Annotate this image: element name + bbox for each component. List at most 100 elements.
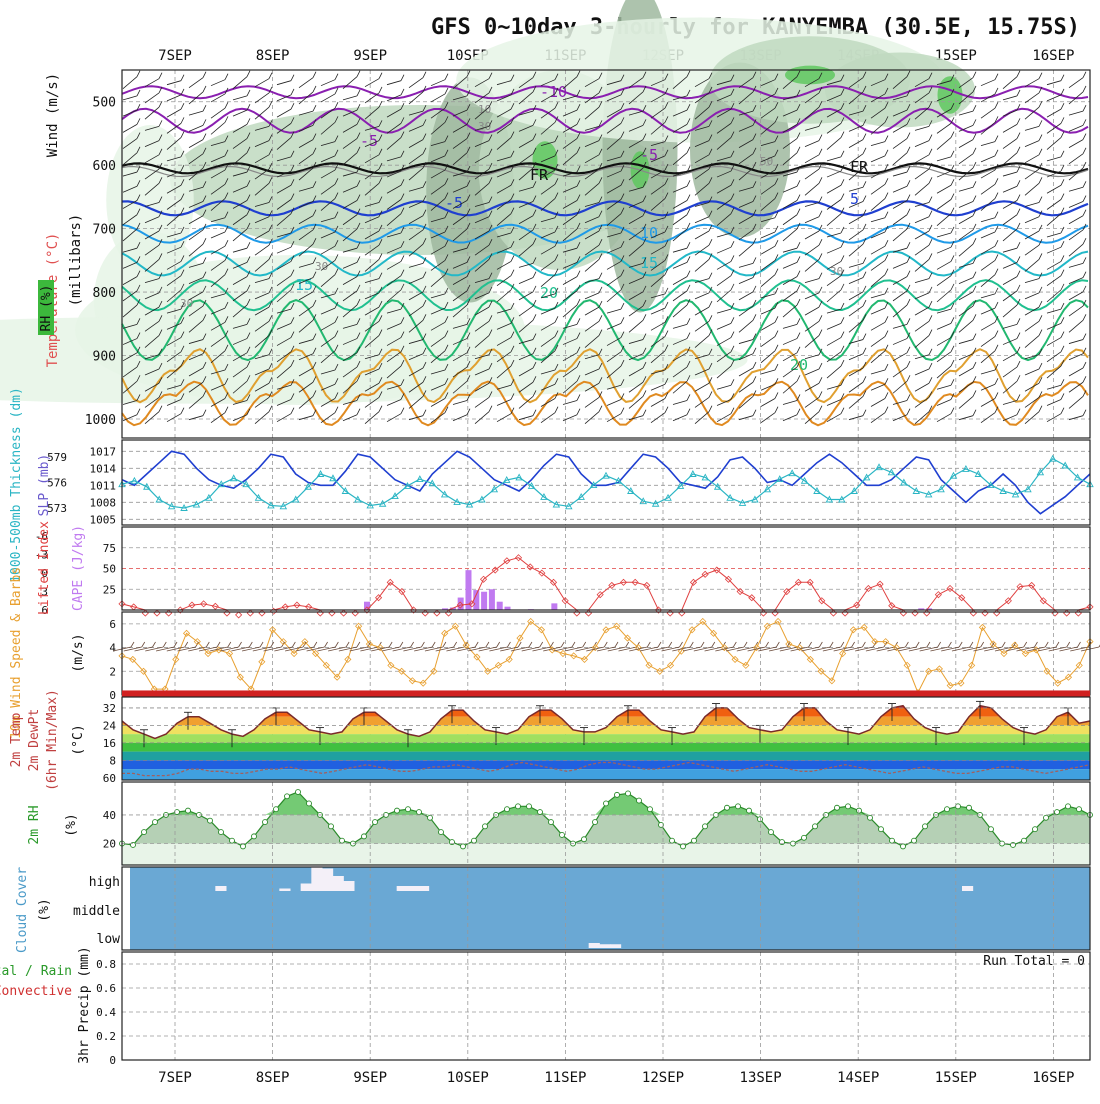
- wind-barb: [444, 211, 449, 218]
- wind-barb: [496, 108, 512, 118]
- wind-barb: [136, 118, 141, 125]
- wind-barb: [320, 93, 336, 103]
- wind-barb: [892, 262, 908, 269]
- wind-barb: [334, 225, 339, 233]
- lifted-index-point: [713, 566, 721, 574]
- thickness-point: [651, 499, 660, 507]
- wind-barb: [840, 193, 845, 200]
- wind-barb: [320, 260, 336, 271]
- wind-barb: [892, 228, 908, 242]
- rh2m-point: [251, 833, 257, 840]
- wind-barb: [386, 308, 402, 314]
- wind-barb: [562, 400, 578, 405]
- x-tick-label-top: 8SEP: [256, 48, 290, 64]
- wind-barb: [386, 108, 402, 118]
- thickness-point: [986, 481, 995, 488]
- wind-barb: [254, 154, 270, 164]
- wind-barb: [972, 285, 977, 293]
- wind-barb: [980, 398, 996, 407]
- surface-wind-barb: [1034, 641, 1038, 648]
- upper-air-panel: [121, 69, 1091, 439]
- precip-tick-label: 0.4: [96, 1006, 116, 1019]
- wind-speed-point: [591, 644, 599, 652]
- wind-barb: [290, 331, 295, 338]
- wind-barb: [510, 150, 515, 158]
- wind-barb: [818, 272, 823, 279]
- wind-barb: [122, 400, 138, 405]
- wind-barb: [386, 337, 402, 346]
- wind-barb: [628, 367, 644, 377]
- wind-barb: [1060, 131, 1065, 138]
- wind-barb: [774, 301, 779, 309]
- thickness-point: [726, 493, 734, 501]
- wind-barb: [1082, 314, 1087, 321]
- wind-barb: [892, 76, 908, 89]
- wind-barb: [862, 161, 867, 169]
- wind-barb: [796, 284, 801, 292]
- wind-barb: [694, 354, 710, 360]
- wind-barb: [606, 351, 622, 363]
- wind-barb: [298, 167, 314, 181]
- wind-barb: [136, 270, 141, 277]
- wind-barb: [232, 200, 248, 209]
- surface-wind-barb: [1044, 641, 1049, 648]
- surface-wind-barb: [862, 641, 866, 648]
- wind-speed-point: [430, 667, 438, 675]
- surface-wind-barb: [962, 646, 981, 652]
- thickness-point: [291, 495, 300, 503]
- surface-wind-barb: [528, 641, 533, 648]
- wind-barb: [312, 209, 317, 216]
- wind-barb: [320, 245, 336, 255]
- wind-barb: [884, 163, 889, 171]
- wind-barb: [884, 392, 889, 399]
- thickness-point: [887, 468, 896, 476]
- wind-barb: [928, 120, 933, 127]
- wind-barb: [826, 261, 842, 270]
- rh2m-point: [966, 804, 972, 811]
- wind-barb: [1016, 103, 1021, 111]
- wind-barb: [884, 316, 889, 323]
- wind-barb: [672, 152, 688, 166]
- wind-speed-point: [376, 644, 384, 652]
- wind-barb: [298, 305, 314, 317]
- wind-barb: [554, 406, 559, 413]
- wind-speed-point: [279, 638, 287, 646]
- wind-barb: [804, 230, 820, 240]
- wind-barb: [1060, 207, 1065, 214]
- wind-barb: [708, 224, 713, 232]
- surface-wind-barb: [829, 641, 834, 648]
- wind-speed-point: [365, 640, 373, 648]
- surface-wind-barb: [819, 641, 823, 648]
- wind-barb: [1038, 405, 1043, 412]
- wind-barb: [730, 88, 735, 96]
- thickness-point: [751, 495, 759, 503]
- wind-barb: [554, 163, 559, 171]
- temperature-contour-label: FR: [850, 158, 869, 176]
- wind-barb: [1024, 321, 1040, 332]
- wind-barb: [642, 376, 647, 383]
- wind-barb: [422, 409, 427, 416]
- wind-speed-point: [677, 647, 685, 655]
- wind-barb: [232, 262, 248, 269]
- wind-barb: [914, 216, 930, 224]
- wind-barb: [1016, 242, 1021, 249]
- wind-barb: [246, 194, 251, 201]
- wind-barb: [202, 209, 207, 216]
- wind-barb: [664, 254, 669, 261]
- surface-wind-barb: [424, 646, 443, 652]
- wind-barb: [994, 225, 999, 233]
- wind-barb: [906, 284, 911, 292]
- wind-barb: [364, 202, 380, 207]
- wind-barb: [1024, 168, 1040, 180]
- surface-wind-barb: [715, 646, 734, 652]
- surface-wind-barb: [338, 646, 357, 652]
- surface-wind-barb: [930, 646, 949, 652]
- wind-barb: [928, 162, 933, 170]
- surface-wind-barb: [1023, 641, 1028, 648]
- wind-barb: [1016, 194, 1021, 201]
- wind-barb: [474, 92, 490, 104]
- wind-barb: [364, 182, 380, 196]
- wind-barb: [1060, 269, 1065, 276]
- cape-bar: [551, 603, 558, 610]
- temp-tick-label: 24: [103, 719, 117, 732]
